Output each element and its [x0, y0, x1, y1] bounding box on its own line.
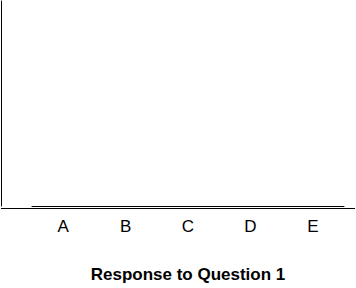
svg-text:C: C	[182, 217, 194, 236]
svg-text:A: A	[58, 217, 70, 236]
svg-text:Response to Question 1: Response to Question 1	[91, 265, 286, 284]
svg-text:E: E	[307, 217, 318, 236]
svg-text:D: D	[244, 217, 256, 236]
svg-text:B: B	[120, 217, 131, 236]
